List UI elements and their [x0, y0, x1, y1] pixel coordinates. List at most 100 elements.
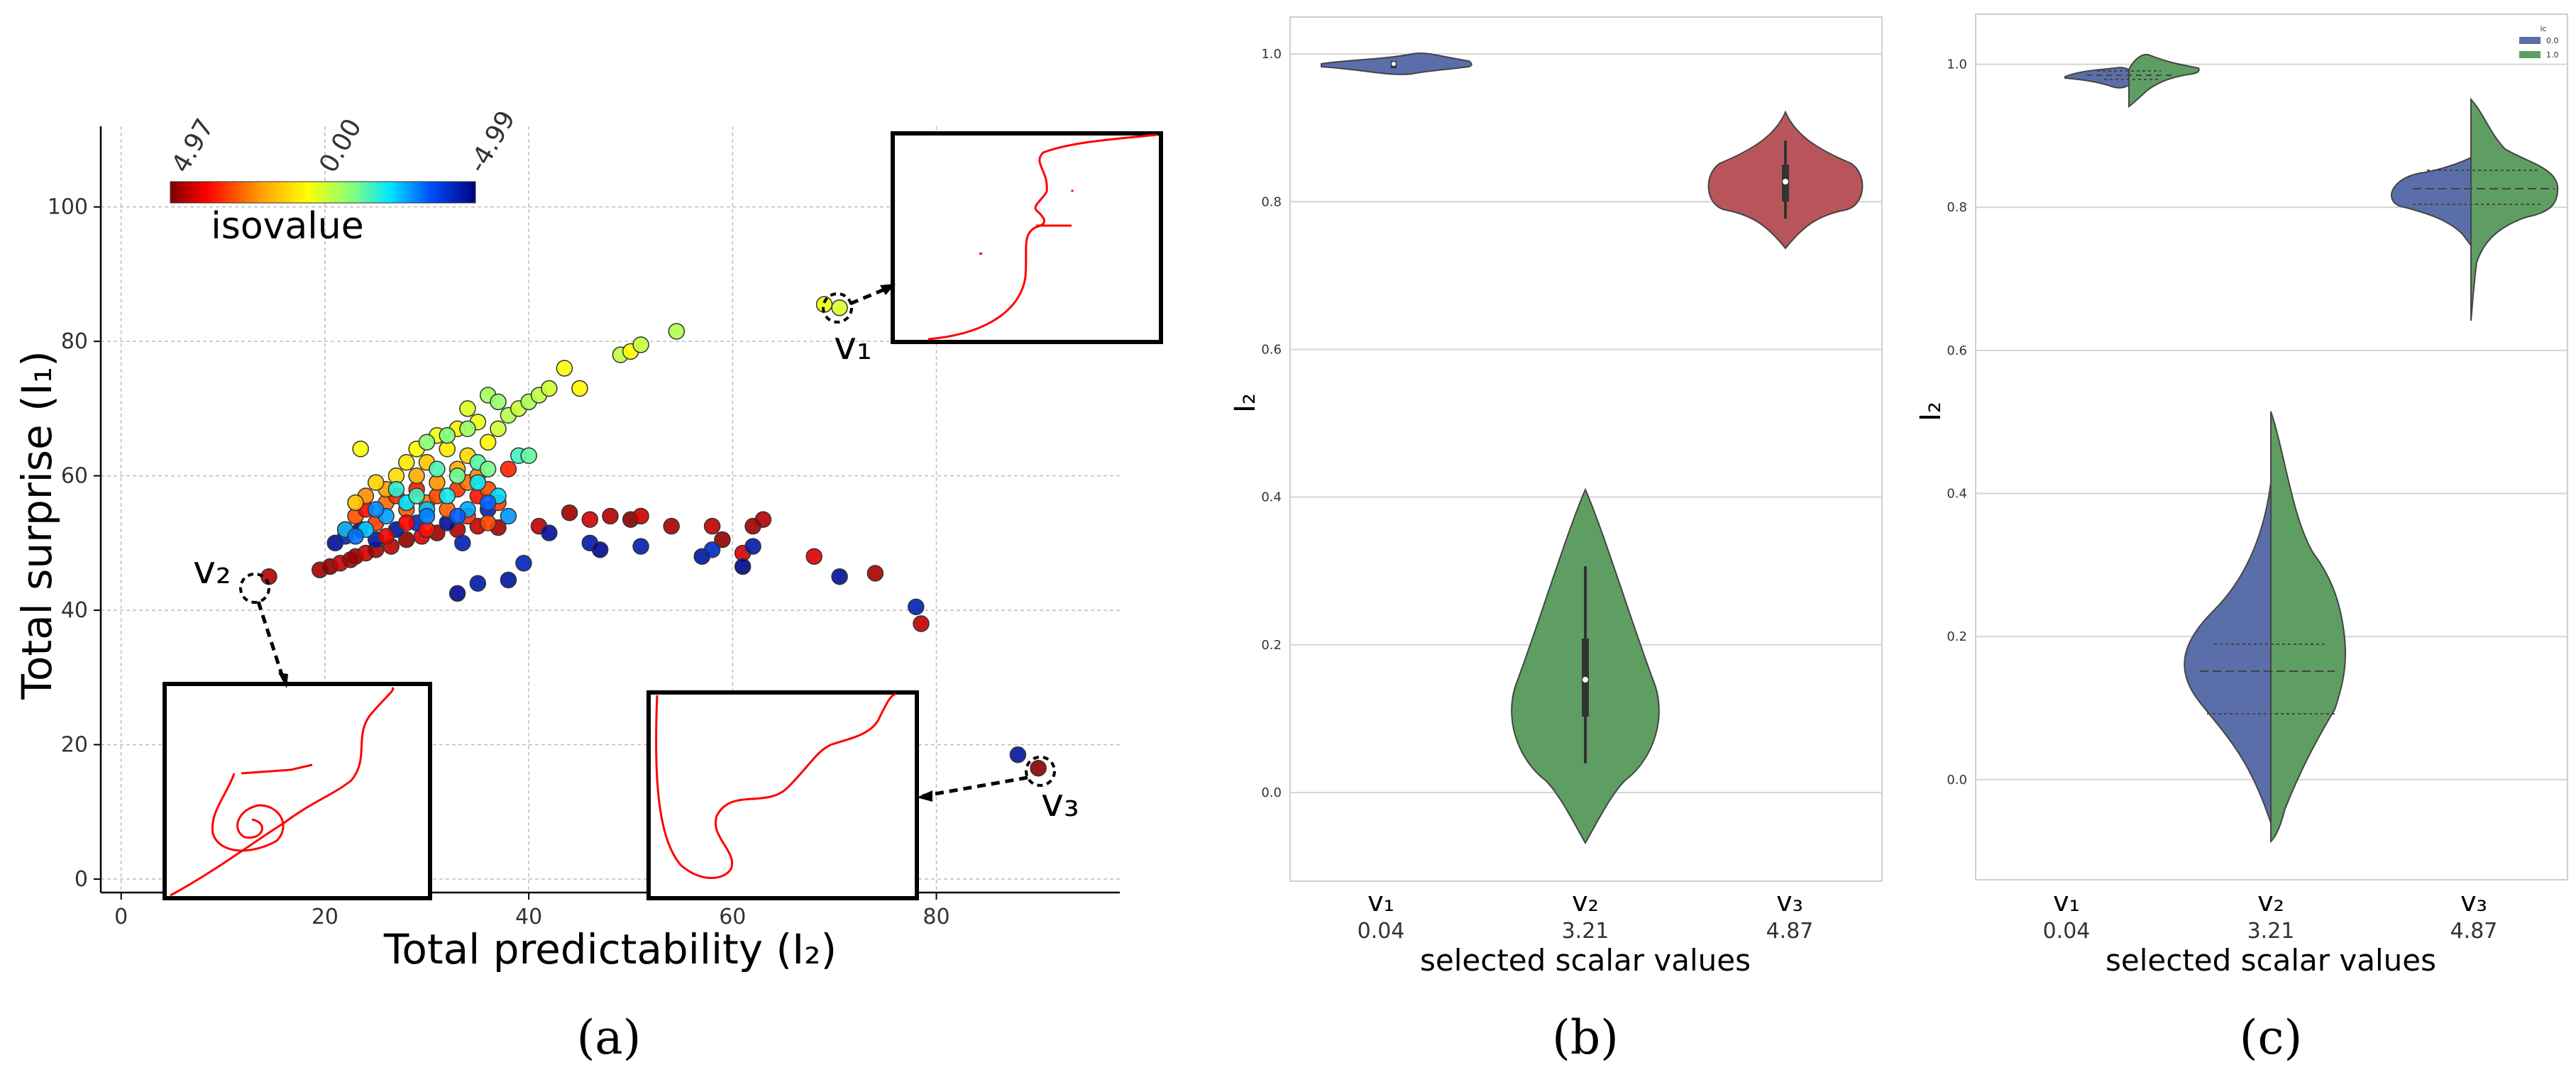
scatter-point [632, 336, 649, 353]
scatter-y-tick-label: 100 [48, 195, 88, 220]
inset-v2 [163, 682, 432, 900]
violin-cat-v3: v₃ [1776, 886, 1803, 917]
violin-y-title: I₂ [1229, 393, 1262, 413]
violin-y-tick-label: 1.0 [1261, 47, 1282, 62]
scatter-point [831, 299, 848, 316]
scatter-point [663, 517, 680, 535]
split-violin-y-title: I₂ [1915, 402, 1947, 421]
violin-v2 [1511, 487, 1660, 845]
scatter-point [561, 504, 578, 521]
legend-label-1: 1.0 [2546, 50, 2559, 60]
panel-label-a: (a) [577, 1010, 642, 1065]
violin-y-tick-label: 0.0 [1261, 785, 1282, 800]
scatter-point [398, 514, 415, 531]
split-violin-panel: 0.0 0.2 0.4 0.6 0.8 1.0 ic [1915, 13, 2568, 1065]
panel-label-b: (b) [1552, 1010, 1619, 1065]
inset-v1 [891, 131, 1163, 344]
colorbar-tick-min: -4.99 [463, 106, 521, 177]
violin-ticks: 0.0 0.2 0.4 0.6 0.8 1.0 [1261, 47, 1282, 800]
scatter-point [520, 447, 537, 464]
scatter-point [744, 517, 761, 535]
scatter-point [439, 427, 456, 444]
split-val-v2: 3.21 [2247, 919, 2295, 944]
violin-x-title: selected scalar values [1420, 943, 1751, 978]
violin-y-tick-label: 0.4 [1947, 487, 1967, 502]
scatter-point [581, 511, 599, 528]
scatter-point [591, 541, 609, 558]
violin-cat-v2: v₂ [1572, 886, 1599, 917]
violin-y-tick-label: 0.0 [1947, 773, 1967, 788]
scatter-point [459, 400, 476, 417]
scatter-points [260, 296, 1047, 777]
split-violin-ticks: 0.0 0.2 0.4 0.6 0.8 1.0 [1947, 57, 1967, 788]
scatter-y-tick-label: 20 [61, 733, 88, 758]
scatter-point [418, 507, 436, 525]
scatter-point [459, 420, 476, 438]
scatter-point [448, 585, 466, 602]
scatter-point [398, 453, 415, 471]
scatter-x-tick-label: 60 [719, 905, 746, 929]
legend-label-0: 0.0 [2546, 36, 2559, 45]
scatter-point [352, 440, 369, 458]
scatter-point [703, 541, 721, 558]
annotation-v3: v₃ [1041, 780, 1079, 825]
scatter-point [1009, 746, 1027, 763]
scatter-x-title: Total predictability (I₂) [383, 925, 837, 973]
split-violin-x-title: selected scalar values [2106, 943, 2436, 978]
violin-val-v3: 4.87 [1766, 919, 1814, 944]
scatter-point [714, 531, 731, 548]
inset-v3 [646, 690, 919, 900]
scatter-point [668, 323, 686, 340]
scatter-y-tick-label: 80 [61, 329, 88, 354]
scatter-point [439, 487, 456, 504]
split-violin-v3 [2391, 97, 2559, 321]
legend-swatch-0 [2519, 37, 2541, 44]
split-violin-frame [1975, 13, 2568, 880]
scatter-point [408, 467, 425, 485]
scatter-point [418, 433, 436, 451]
scatter-ticks: 0 20 40 60 80 0 20 40 60 80 100 [48, 195, 950, 929]
scatter-point [500, 460, 517, 477]
scatter-point [479, 433, 497, 451]
scatter-point [541, 380, 558, 397]
scatter-point [908, 598, 925, 616]
violin-panel: 0.0 0.2 0.4 0.6 0.8 1.0 I₂ v₁ v₂ v₃ 0.04 3.21… [1229, 16, 1883, 1065]
split-violin-v1 [2064, 54, 2200, 108]
scatter-point [448, 507, 466, 525]
scatter-point [378, 528, 395, 545]
scatter-point [500, 507, 517, 525]
scatter-point [469, 575, 487, 592]
scatter-point [632, 507, 649, 525]
scatter-y-tick-label: 60 [61, 464, 88, 489]
colorbar-tick-mid: 0.00 [314, 114, 368, 178]
scatter-point [744, 538, 761, 555]
scatter-point [408, 487, 425, 504]
scatter-point [454, 534, 471, 552]
scatter-point [479, 460, 497, 477]
scatter-point [367, 474, 385, 491]
scatter-point [500, 571, 517, 589]
scatter-point [805, 548, 822, 565]
split-cat-v1: v₁ [2053, 886, 2080, 917]
scatter-point [347, 528, 364, 545]
violin-y-tick-label: 0.6 [1261, 342, 1282, 357]
split-violin-v2 [2184, 411, 2347, 844]
callout-circle-v3 [1025, 756, 1056, 787]
split-cat-v2: v₂ [2257, 886, 2284, 917]
violin-val-v1: 0.04 [1358, 919, 1405, 944]
split-val-v1: 0.04 [2043, 919, 2091, 944]
annotation-v2: v₂ [193, 548, 231, 592]
violin-y-tick-label: 0.4 [1261, 490, 1282, 505]
scatter-point [347, 494, 364, 512]
scatter-point [490, 420, 507, 438]
scatter-point [490, 393, 507, 411]
violin-y-tick-label: 0.8 [1261, 194, 1282, 209]
scatter-point [734, 558, 752, 575]
scatter-point [469, 474, 487, 491]
colorbar-tick-max: 4.97 [166, 114, 220, 178]
scatter-point [479, 494, 497, 512]
scatter-point [831, 568, 848, 585]
scatter-point [387, 480, 405, 498]
scatter-point [479, 514, 497, 531]
scatter-y-title: Total surprise (I₁) [13, 350, 61, 700]
